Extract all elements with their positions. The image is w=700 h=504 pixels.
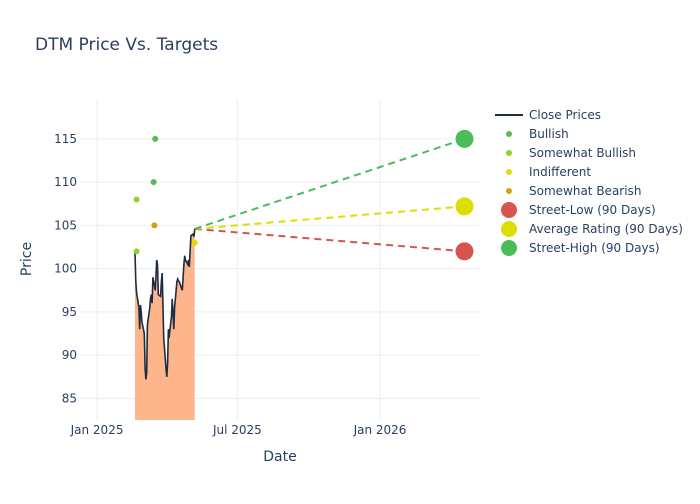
legend-item[interactable]: Somewhat Bullish	[506, 146, 636, 160]
y-axis: 85 90 95 100 105 110 115	[54, 132, 77, 405]
target-line	[194, 205, 465, 230]
chart-title: DTM Price Vs. Targets	[35, 35, 218, 55]
y-tick-label: 100	[54, 262, 77, 276]
target-point	[455, 197, 474, 216]
legend-label: Bullish	[529, 127, 569, 141]
legend-marker-swatch	[506, 188, 512, 194]
rating-point	[191, 239, 198, 246]
legend-label: Indifferent	[529, 165, 591, 179]
legend-marker-swatch	[501, 202, 517, 218]
x-tick-label: Jan 2025	[70, 423, 124, 437]
y-tick-label: 90	[62, 348, 77, 362]
rating-point	[152, 135, 159, 142]
y-tick-label: 85	[62, 391, 77, 405]
rating-point	[151, 222, 158, 229]
x-tick-label: Jul 2025	[212, 423, 262, 437]
legend-label: Close Prices	[529, 108, 601, 122]
target-line	[194, 227, 465, 253]
y-tick-label: 95	[62, 305, 77, 319]
close-price-area	[135, 228, 195, 420]
legend-item[interactable]: Street-High (90 Days)	[501, 240, 660, 256]
y-tick-label: 105	[54, 218, 77, 232]
rating-point	[133, 248, 140, 255]
grid	[80, 100, 480, 420]
x-axis-label: Date	[263, 449, 296, 465]
y-axis-label: Price	[19, 242, 35, 276]
legend-marker-swatch	[506, 150, 512, 156]
legend-marker-swatch	[501, 240, 517, 256]
legend-item[interactable]: Somewhat Bearish	[506, 184, 641, 198]
legend-label: Average Rating (90 Days)	[529, 222, 683, 236]
legend-item[interactable]: Average Rating (90 Days)	[501, 221, 683, 237]
target-point	[455, 129, 474, 148]
legend-item[interactable]: Close Prices	[495, 108, 601, 122]
legend-label: Street-Low (90 Days)	[529, 203, 656, 217]
x-axis: Jan 2025 Jul 2025 Jan 2026	[70, 423, 407, 437]
y-tick-label: 110	[54, 175, 77, 189]
x-tick-label: Jan 2026	[353, 423, 407, 437]
rating-point	[133, 196, 140, 203]
legend-item[interactable]: Bullish	[506, 127, 569, 141]
legend[interactable]: Close Prices Bullish Somewhat Bullish Indif…	[495, 108, 683, 256]
legend-item[interactable]: Street-Low (90 Days)	[501, 202, 656, 218]
target-point	[455, 242, 474, 261]
close-price-line	[134, 228, 196, 380]
legend-label: Somewhat Bearish	[529, 184, 641, 198]
legend-marker-swatch	[506, 131, 512, 137]
legend-label: Street-High (90 Days)	[529, 241, 660, 255]
legend-item[interactable]: Indifferent	[506, 165, 591, 179]
rating-point	[150, 179, 157, 186]
legend-marker-swatch	[506, 169, 512, 175]
legend-label: Somewhat Bullish	[529, 146, 636, 160]
plot-area	[133, 129, 474, 420]
legend-marker-swatch	[501, 221, 517, 237]
y-tick-label: 115	[54, 132, 77, 146]
